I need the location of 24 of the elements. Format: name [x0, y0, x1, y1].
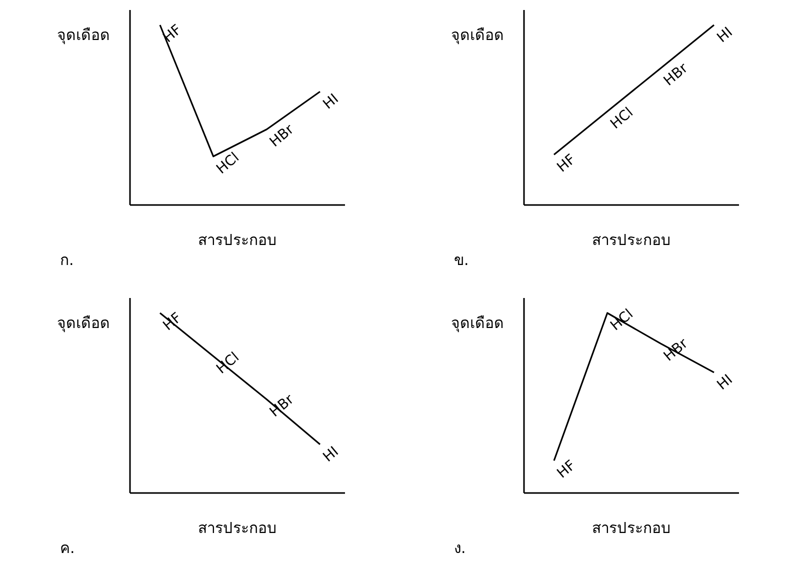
- annotation: HBr: [266, 121, 298, 150]
- x-axis-title: สารประกอบ: [198, 231, 277, 249]
- annotation: HF: [554, 457, 579, 482]
- x-axis-title: สารประกอบ: [592, 519, 671, 537]
- y-axis-title: จุดเดือด: [451, 26, 504, 45]
- text: ง.: [454, 539, 466, 557]
- annotation: HF: [554, 151, 579, 176]
- x-axis-title: สารประกอบ: [198, 519, 277, 537]
- x-axis-title: สารประกอบ: [592, 231, 671, 249]
- annotation: HI: [320, 444, 342, 466]
- annotation: HCl: [608, 104, 636, 132]
- y-axis-title: จุดเดือด: [451, 314, 504, 333]
- annotation: HCl: [608, 306, 636, 334]
- y-axis-title: จุดเดือด: [57, 26, 110, 45]
- text: ก.: [60, 251, 74, 269]
- annotation: HI: [320, 90, 342, 113]
- annotation: HI: [714, 24, 736, 46]
- annotation: HBr: [660, 60, 692, 90]
- y-axis-title: จุดเดือด: [57, 314, 110, 333]
- annotation: HBr: [660, 336, 692, 365]
- text: ข.: [454, 251, 469, 269]
- annotation: HI: [714, 372, 736, 394]
- annotation: HCl: [214, 150, 242, 178]
- text: ค.: [60, 539, 75, 557]
